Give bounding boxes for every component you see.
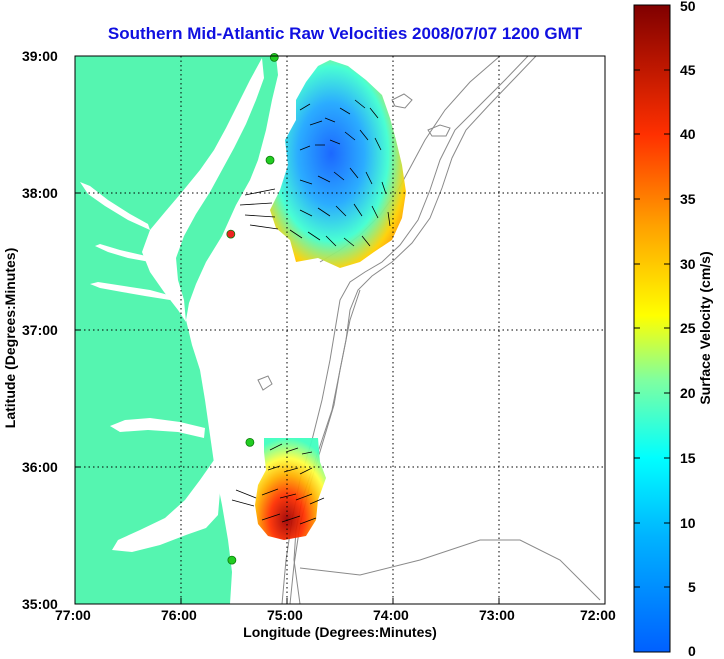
x-tick-label: 74:00	[373, 607, 409, 623]
colorbar-tick-label: 50	[680, 0, 696, 14]
map-grid	[75, 56, 605, 604]
colorbar-tick-label: 40	[680, 126, 696, 142]
x-tick-label: 73:00	[479, 607, 515, 623]
colorbar-tick-label: 15	[680, 450, 696, 466]
radar-site-marker	[226, 229, 236, 239]
current-vectors-north	[239, 99, 391, 247]
x-tick-label: 75:00	[267, 607, 303, 623]
colorbar-tick-label: 10	[680, 515, 696, 531]
radar-site-marker	[265, 155, 275, 165]
radar-site-marker	[245, 437, 255, 447]
chesapeake-bay	[142, 58, 264, 322]
current-vectors-south	[231, 443, 325, 525]
x-tick-label: 76:00	[161, 607, 197, 623]
colorbar-tick-label: 45	[680, 62, 696, 78]
radar-site-marker	[227, 555, 237, 565]
y-tick-label: 36:00	[22, 459, 58, 475]
colorbar-tick-label: 35	[680, 191, 696, 207]
y-axis-label: Latitude (Degrees:Minutes)	[2, 247, 18, 429]
velocity-field-south	[255, 438, 326, 540]
colorbar-tick-label: 0	[688, 643, 696, 659]
colorbar-tick-label: 5	[688, 579, 696, 595]
colorbar-tick-label: 25	[680, 320, 696, 336]
pamlico-sound	[112, 460, 220, 552]
y-tick-label: 35:00	[22, 596, 58, 612]
radar-site-marker	[269, 52, 279, 62]
rappahannock-river	[95, 244, 150, 262]
radar-sites	[226, 52, 279, 565]
map-title: Southern Mid-Atlantic Raw Velocities 200…	[107, 24, 583, 43]
albemarle-sound	[110, 418, 205, 438]
colorbar-ticks	[634, 69, 670, 588]
x-tick-label: 72:00	[580, 607, 616, 623]
potomac-river	[80, 182, 150, 230]
y-tick-label: 38:00	[22, 185, 58, 201]
axis-ticks	[75, 192, 500, 604]
y-tick-label: 39:00	[22, 48, 58, 64]
x-tick-label: 77:00	[55, 607, 91, 623]
colorbar-tick-label: 30	[680, 256, 696, 272]
colorbar-tick-label: 20	[680, 385, 696, 401]
colorbar-label: Surface Velocity (cm/s)	[697, 251, 713, 405]
y-tick-label: 37:00	[22, 322, 58, 338]
york-james-river	[90, 282, 172, 300]
velocity-field-north	[270, 60, 406, 268]
x-axis-label: Longitude (Degrees:Minutes)	[243, 624, 437, 640]
